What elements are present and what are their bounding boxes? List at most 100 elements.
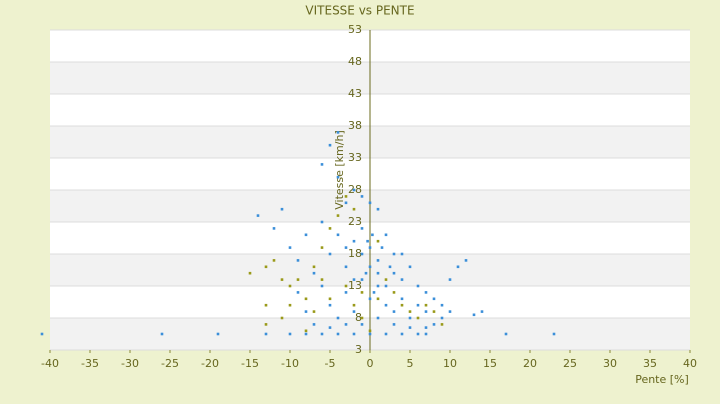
point: [344, 246, 348, 249]
x-tick-label: -30: [121, 357, 139, 370]
point: [380, 246, 384, 249]
point: [320, 220, 324, 224]
point: [352, 278, 356, 281]
x-tick-label: -15: [241, 357, 259, 370]
y-tick-label: 43: [348, 87, 362, 100]
point: [288, 332, 292, 336]
point: [344, 284, 348, 288]
y-tick-label: 33: [348, 151, 362, 164]
point: [304, 329, 308, 333]
point: [328, 303, 332, 307]
point: [288, 284, 292, 288]
point: [400, 297, 404, 301]
x-tick-label: 0: [367, 357, 374, 370]
point: [400, 252, 404, 256]
point: [432, 323, 436, 326]
y-tick-label: 48: [348, 55, 362, 68]
point: [384, 278, 388, 281]
point: [248, 271, 252, 275]
point: [408, 310, 412, 313]
point: [408, 265, 412, 269]
point: [280, 316, 284, 320]
x-tick-label: 25: [563, 357, 577, 370]
point: [368, 297, 372, 301]
point: [272, 259, 276, 262]
y-tick-label: 3: [355, 343, 362, 356]
point: [392, 291, 396, 294]
x-tick-label: -40: [41, 357, 59, 370]
point: [368, 329, 372, 333]
point: [304, 297, 308, 301]
x-tick-label: -35: [81, 357, 99, 370]
point: [360, 323, 364, 326]
y-tick-label: 13: [348, 279, 362, 292]
point: [360, 291, 364, 294]
point: [448, 310, 452, 313]
point: [296, 259, 300, 262]
point: [372, 291, 376, 294]
point: [312, 310, 316, 313]
point: [384, 303, 388, 307]
point: [392, 252, 396, 256]
point: [376, 239, 380, 243]
point: [336, 316, 340, 320]
point: [320, 332, 324, 336]
point: [376, 316, 380, 320]
point: [384, 284, 388, 288]
point: [408, 316, 412, 320]
point: [392, 323, 396, 326]
point: [456, 265, 460, 269]
point: [376, 271, 380, 275]
point: [336, 175, 340, 179]
point: [160, 332, 164, 336]
point: [432, 310, 436, 313]
x-tick-label: 35: [643, 357, 657, 370]
point: [388, 265, 392, 269]
point: [416, 332, 420, 336]
x-tick-label: 10: [443, 357, 457, 370]
x-tick-label: -10: [281, 357, 299, 370]
point: [304, 332, 308, 336]
point: [336, 332, 340, 336]
point: [296, 291, 300, 294]
point: [344, 291, 348, 294]
point: [264, 332, 268, 336]
point: [304, 310, 308, 313]
y-tick-label: 18: [348, 247, 362, 260]
point: [264, 323, 268, 326]
point: [368, 246, 372, 249]
point: [376, 259, 380, 262]
point: [344, 265, 348, 269]
point: [264, 303, 268, 307]
point: [352, 188, 356, 192]
point: [480, 310, 484, 313]
point: [288, 246, 292, 249]
point: [424, 310, 428, 313]
x-tick-label: 30: [603, 357, 617, 370]
point: [400, 278, 404, 281]
point: [408, 326, 412, 329]
point: [40, 332, 44, 336]
point: [312, 271, 316, 275]
point: [304, 233, 308, 237]
point: [352, 310, 356, 313]
point: [416, 316, 420, 320]
point: [400, 303, 404, 307]
point: [328, 297, 332, 301]
point: [424, 303, 428, 307]
point: [371, 233, 374, 237]
chart-title: VITESSE vs PENTE: [305, 4, 414, 18]
point: [312, 265, 316, 269]
point: [328, 227, 332, 230]
point: [384, 233, 388, 237]
point: [360, 252, 364, 256]
point: [264, 265, 268, 269]
x-axis-label: Pente [%]: [635, 373, 689, 386]
x-tick-label: -5: [325, 357, 336, 370]
y-tick-label: 38: [348, 119, 362, 132]
point: [472, 313, 476, 317]
x-tick-label: 40: [683, 357, 697, 370]
point: [256, 214, 260, 217]
point: [360, 195, 364, 198]
